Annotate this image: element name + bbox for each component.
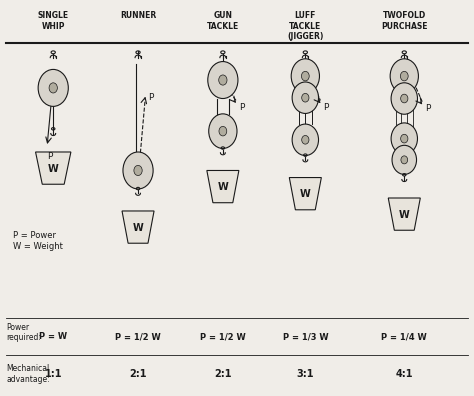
Text: 1:1: 1:1 <box>45 369 62 379</box>
Ellipse shape <box>390 59 419 93</box>
Polygon shape <box>122 211 154 243</box>
Ellipse shape <box>123 152 153 189</box>
Text: P = 1/3 W: P = 1/3 W <box>283 332 328 341</box>
Text: LUFF
TACKLE
(JIGGER): LUFF TACKLE (JIGGER) <box>287 11 324 41</box>
Ellipse shape <box>219 75 227 85</box>
Text: P = W: P = W <box>39 332 67 341</box>
Text: P: P <box>47 152 52 161</box>
Text: P: P <box>239 103 244 112</box>
Ellipse shape <box>392 145 417 174</box>
Text: P = 1/2 W: P = 1/2 W <box>200 332 246 341</box>
Ellipse shape <box>292 124 319 156</box>
Text: Mechanical
advantage:: Mechanical advantage: <box>6 364 50 384</box>
Ellipse shape <box>401 71 408 81</box>
Ellipse shape <box>292 82 319 114</box>
Text: P: P <box>148 93 154 102</box>
Text: W: W <box>300 189 310 199</box>
Ellipse shape <box>301 93 309 102</box>
Polygon shape <box>388 198 420 230</box>
Ellipse shape <box>401 156 408 164</box>
Ellipse shape <box>301 71 309 81</box>
Text: 2:1: 2:1 <box>214 369 232 379</box>
Text: Power
required:: Power required: <box>6 323 41 343</box>
Ellipse shape <box>219 126 227 136</box>
Polygon shape <box>36 152 71 184</box>
Ellipse shape <box>291 59 319 93</box>
Text: TWOFOLD
PURCHASE: TWOFOLD PURCHASE <box>381 11 428 30</box>
Ellipse shape <box>208 61 238 99</box>
Text: 4:1: 4:1 <box>395 369 413 379</box>
Text: P = 1/4 W: P = 1/4 W <box>382 332 427 341</box>
Ellipse shape <box>391 123 418 154</box>
Polygon shape <box>207 170 239 203</box>
Text: SINGLE
WHIP: SINGLE WHIP <box>37 11 69 30</box>
Ellipse shape <box>401 134 408 143</box>
Ellipse shape <box>391 83 418 114</box>
Ellipse shape <box>209 114 237 148</box>
Ellipse shape <box>401 94 408 103</box>
Text: RUNNER: RUNNER <box>120 11 156 20</box>
Text: P: P <box>425 104 430 113</box>
Polygon shape <box>289 177 321 210</box>
Ellipse shape <box>49 83 57 93</box>
Text: W: W <box>48 164 59 174</box>
Text: 2:1: 2:1 <box>129 369 147 379</box>
Text: P = Power
W = Weight: P = Power W = Weight <box>13 231 63 251</box>
Text: GUN
TACKLE: GUN TACKLE <box>207 11 239 30</box>
Text: 3:1: 3:1 <box>297 369 314 379</box>
Text: W: W <box>133 223 144 233</box>
Text: W: W <box>399 210 410 220</box>
Text: P: P <box>323 103 328 112</box>
Text: W: W <box>218 182 228 192</box>
Ellipse shape <box>134 166 142 175</box>
Ellipse shape <box>38 69 68 107</box>
Ellipse shape <box>301 135 309 144</box>
Text: P = 1/2 W: P = 1/2 W <box>115 332 161 341</box>
